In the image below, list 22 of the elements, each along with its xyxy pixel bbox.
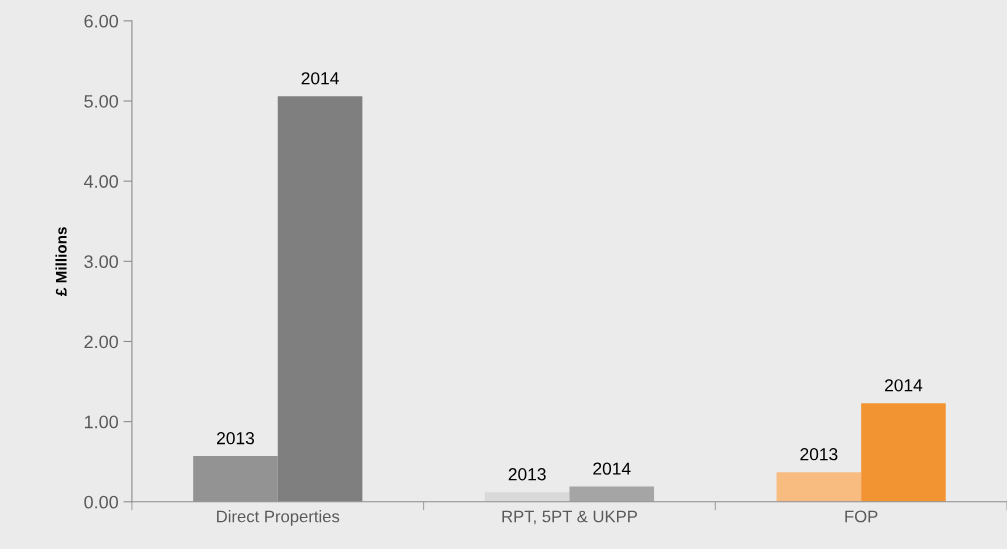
y-tick-label: 3.00 (84, 255, 119, 269)
y-tick-label: 0.00 (84, 495, 119, 509)
series-label: 2014 (593, 462, 631, 475)
bar (484, 492, 570, 502)
x-tick-label: FOP (845, 510, 878, 523)
x-tick-label: RPT, 5PT & UKPP (502, 510, 637, 525)
bar (569, 486, 655, 502)
y-tick-label: 5.00 (84, 94, 119, 108)
y-tick-label: 2.00 (84, 335, 119, 349)
bar (776, 472, 862, 502)
x-tick-label: Direct Properties (217, 510, 340, 526)
y-tick-label: 4.00 (84, 175, 119, 188)
text: 2014 (885, 379, 923, 392)
y-tick-label: 1.00 (84, 415, 119, 429)
y-axis-title: £ Millions (55, 227, 67, 296)
y-tick-label: 6.00 (84, 14, 119, 28)
text: 2014 (301, 72, 339, 85)
bar (861, 403, 946, 502)
bar (277, 96, 363, 502)
series-label: 2013 (800, 448, 838, 461)
text: 2013 (217, 432, 255, 445)
text: 2013 (508, 468, 546, 481)
